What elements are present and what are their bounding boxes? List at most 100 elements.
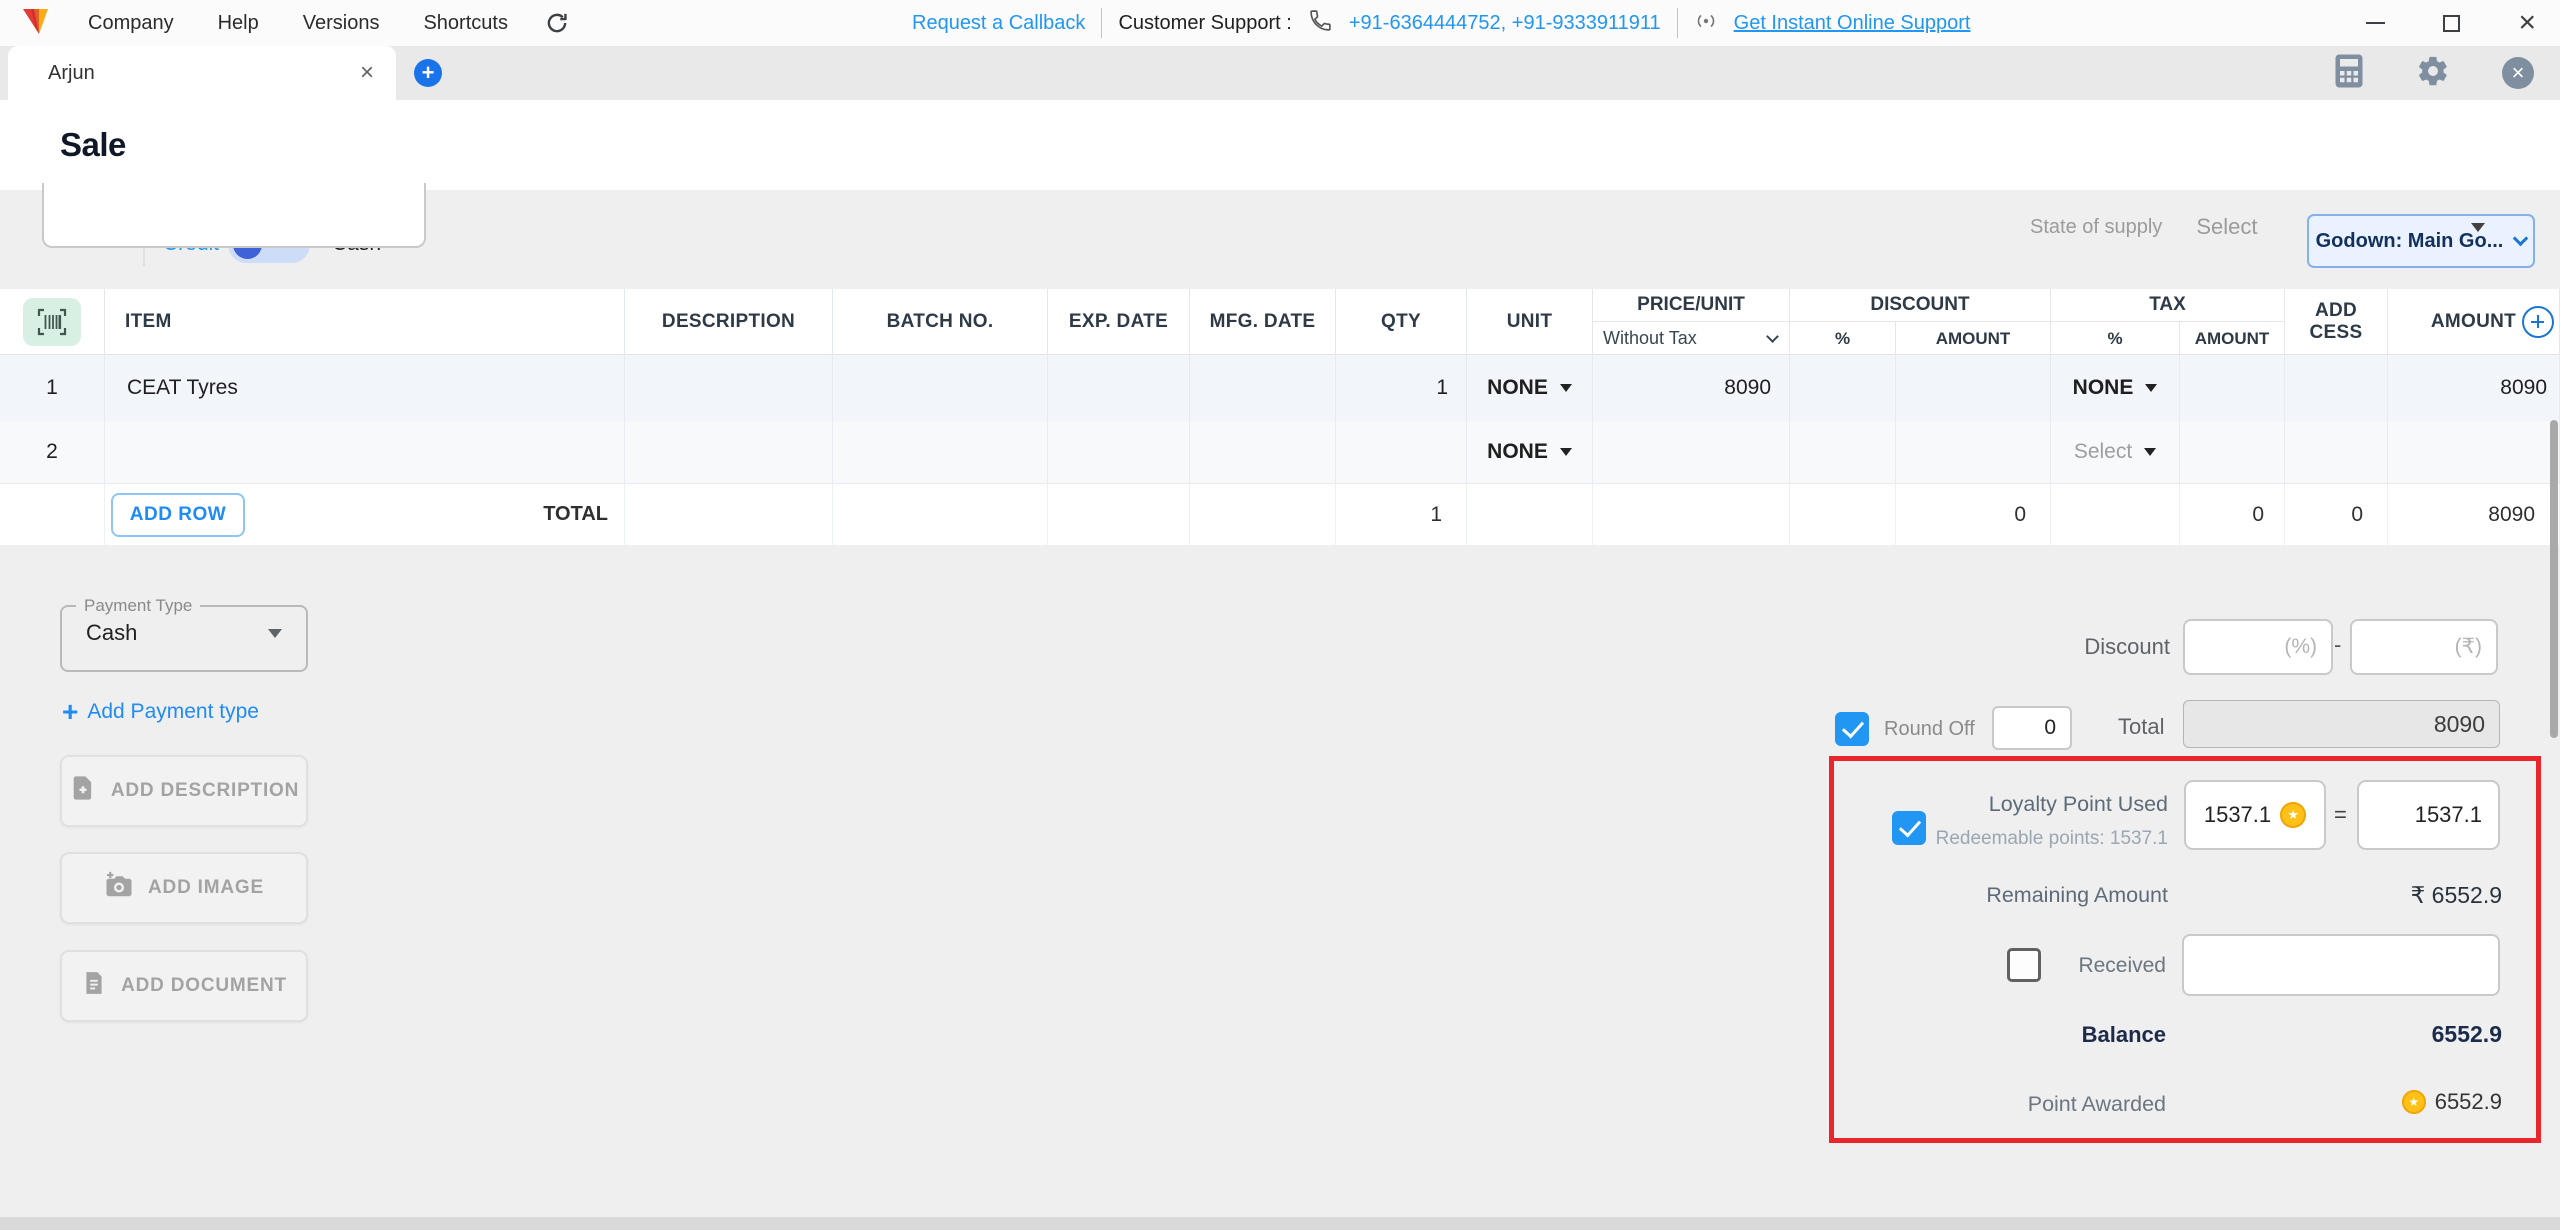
total-discount: 0: [1896, 484, 2051, 545]
online-support-link[interactable]: Get Instant Online Support: [1733, 11, 1971, 34]
col-header-exp-date[interactable]: EXP. DATE: [1048, 289, 1190, 355]
add-payment-type-link[interactable]: + Add Payment type: [62, 696, 259, 727]
tab-arjun[interactable]: Arjun ×: [8, 46, 396, 100]
amount-cell: 8090: [2388, 355, 2560, 421]
mfg-date-cell[interactable]: [1190, 421, 1336, 483]
discount-pct-cell[interactable]: [1790, 421, 1896, 483]
col-header-description[interactable]: DESCRIPTION: [625, 289, 833, 355]
gear-icon[interactable]: [2416, 54, 2450, 93]
price-tax-mode-select[interactable]: Without Tax: [1593, 322, 1789, 355]
loyalty-points-checkbox[interactable]: [1892, 811, 1926, 845]
col-header-qty[interactable]: QTY: [1336, 289, 1467, 355]
close-icon[interactable]: ×: [2518, 6, 2536, 39]
loyalty-points-input[interactable]: 1537.1: [2184, 780, 2326, 850]
total-qty: 1: [1336, 484, 1467, 545]
add-image-button[interactable]: ADD IMAGE: [60, 852, 308, 924]
table-row: 2 NONE Select: [0, 421, 2560, 483]
cess-cell[interactable]: [2285, 421, 2388, 483]
row-number: 1: [0, 355, 105, 421]
vyapar-logo-icon: [18, 4, 52, 43]
exp-date-cell[interactable]: [1048, 421, 1190, 483]
unit-select[interactable]: NONE: [1467, 355, 1593, 421]
menu-bar: Company Help Versions Shortcuts: [88, 12, 508, 35]
loyalty-amount-input[interactable]: 1537.1: [2357, 780, 2500, 850]
qty-cell[interactable]: 1: [1336, 355, 1467, 421]
spacer: [1190, 484, 1336, 545]
discount-pct-cell[interactable]: [1790, 355, 1896, 421]
menu-company[interactable]: Company: [88, 11, 174, 34]
mfg-date-cell[interactable]: [1190, 355, 1336, 421]
total-tax: 0: [2180, 484, 2285, 545]
price-cell[interactable]: [1593, 421, 1790, 483]
exp-date-cell[interactable]: [1048, 355, 1190, 421]
qty-cell[interactable]: [1336, 421, 1467, 483]
col-header-mfg-date[interactable]: MFG. DATE: [1190, 289, 1336, 355]
price-mode-label: Without Tax: [1603, 328, 1697, 348]
round-off-input[interactable]: [1992, 706, 2072, 750]
price-cell[interactable]: 8090: [1593, 355, 1790, 421]
vertical-scrollbar[interactable]: [2550, 420, 2558, 738]
tax-select[interactable]: NONE: [2051, 355, 2180, 421]
minimize-icon[interactable]: [2366, 22, 2386, 24]
close-view-icon[interactable]: ×: [2502, 57, 2534, 89]
tax-pct-subheader: %: [2051, 322, 2180, 355]
menu-versions[interactable]: Versions: [302, 11, 380, 34]
col-header-unit[interactable]: UNIT: [1467, 289, 1593, 355]
description-cell[interactable]: [625, 421, 833, 483]
godown-selector[interactable]: Godown: Main Go...: [2307, 214, 2535, 268]
add-description-button[interactable]: ADD DESCRIPTION: [60, 755, 308, 827]
dropdown-arrow-icon: [1559, 448, 1572, 456]
col-header-add-cess[interactable]: ADD CESS: [2285, 289, 2388, 355]
amount-cell: [2388, 421, 2560, 483]
menu-help[interactable]: Help: [217, 11, 259, 34]
refresh-icon[interactable]: [544, 10, 570, 36]
discount-amount-subheader: AMOUNT: [1935, 328, 2011, 348]
item-cell[interactable]: [105, 421, 625, 483]
party-name-input[interactable]: [42, 183, 426, 248]
batch-no-cell[interactable]: [833, 355, 1048, 421]
tax-select[interactable]: Select: [2051, 421, 2180, 483]
received-label: Received: [2078, 954, 2166, 977]
unit-select[interactable]: NONE: [1467, 421, 1593, 483]
state-of-supply-label: State of supply: [2030, 215, 2163, 238]
tab-close-icon[interactable]: ×: [359, 59, 374, 86]
received-checkbox[interactable]: [2007, 948, 2041, 982]
discount-amount-cell[interactable]: [1896, 355, 2051, 421]
request-callback-link[interactable]: Request a Callback: [912, 11, 1086, 34]
customer-support-label: Customer Support :: [1118, 11, 1292, 34]
maximize-icon[interactable]: [2443, 14, 2461, 32]
item-cell[interactable]: CEAT Tyres: [105, 355, 625, 421]
payment-type-select[interactable]: Payment Type Cash: [60, 596, 308, 672]
col-header-batch-no[interactable]: BATCH NO.: [833, 289, 1048, 355]
discount-amount-input[interactable]: [2350, 619, 2498, 675]
calculator-icon[interactable]: [2334, 53, 2364, 94]
description-cell[interactable]: [625, 355, 833, 421]
support-cluster: Request a Callback Customer Support : +9…: [912, 0, 1970, 46]
add-row-button[interactable]: ADD ROW: [111, 492, 245, 537]
document-icon: [81, 970, 107, 1002]
support-phone-numbers[interactable]: +91-6364444752, +91-9333911911: [1348, 11, 1661, 34]
chevron-down-icon: [2513, 230, 2529, 246]
tabbar-actions: ×: [2334, 46, 2560, 100]
received-input[interactable]: [2182, 934, 2500, 996]
batch-no-cell[interactable]: [833, 421, 1048, 483]
add-column-icon[interactable]: [2522, 306, 2554, 338]
col-header-item[interactable]: ITEM: [105, 289, 625, 355]
round-off-checkbox[interactable]: [1835, 712, 1869, 746]
discount-amount-cell[interactable]: [1896, 421, 2051, 483]
loyalty-point-used-label: Loyalty Point Used: [1988, 792, 2168, 816]
chevron-down-icon: [1766, 330, 1779, 343]
tax-amount-cell[interactable]: [2180, 421, 2285, 483]
horizontal-scrollbar[interactable]: [0, 1217, 2560, 1230]
cess-cell[interactable]: [2285, 355, 2388, 421]
discount-percent-input[interactable]: [2183, 619, 2333, 675]
dropdown-arrow-icon[interactable]: [2471, 222, 2485, 232]
dropdown-arrow-icon: [1559, 384, 1572, 392]
menu-shortcuts[interactable]: Shortcuts: [423, 11, 508, 34]
row-number: 2: [0, 421, 105, 483]
add-document-button[interactable]: ADD DOCUMENT: [60, 950, 308, 1022]
barcode-scan-icon[interactable]: [23, 298, 81, 346]
tax-amount-cell[interactable]: [2180, 355, 2285, 421]
new-tab-icon[interactable]: +: [414, 59, 442, 87]
state-of-supply-select[interactable]: Select: [2196, 214, 2258, 239]
